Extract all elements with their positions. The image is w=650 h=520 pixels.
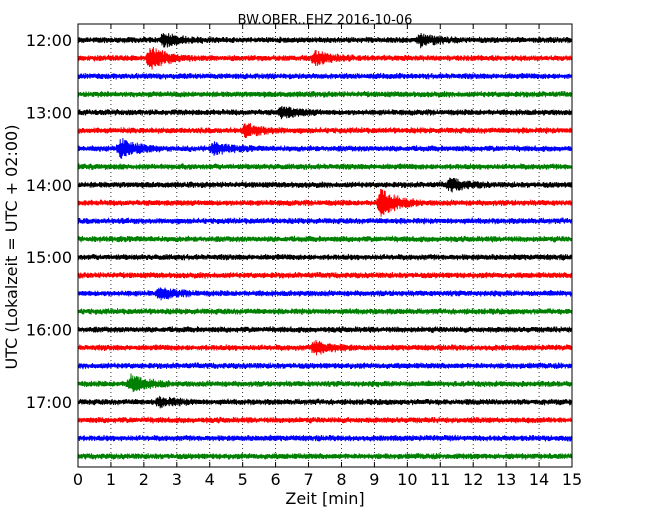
seismogram-trace xyxy=(77,308,573,315)
x-tick-label: 1 xyxy=(106,470,116,489)
seismogram-trace xyxy=(77,287,573,301)
seismogram-trace xyxy=(77,72,573,80)
plot-frame xyxy=(77,23,573,468)
seismogram-trace xyxy=(77,163,573,171)
seismogram-trace xyxy=(77,177,573,193)
x-tick-label: 6 xyxy=(271,470,281,489)
seismogram-trace xyxy=(77,90,573,98)
x-tick-label: 9 xyxy=(369,470,379,489)
x-tick-label: 10 xyxy=(397,470,417,489)
y-tick-label: 15:00 xyxy=(26,248,72,267)
x-axis-label: Zeit [min] xyxy=(285,489,364,508)
seismogram-trace xyxy=(77,271,573,279)
x-tick-label: 12 xyxy=(463,470,483,489)
x-tick-label: 0 xyxy=(73,470,83,489)
x-tick-label: 7 xyxy=(303,470,313,489)
y-tick-label: 14:00 xyxy=(26,176,72,195)
seismogram-trace xyxy=(77,362,573,370)
seismogram-traces xyxy=(77,32,573,460)
x-tick-label: 5 xyxy=(238,470,248,489)
seismogram-trace xyxy=(77,188,573,217)
seismogram-trace xyxy=(77,416,573,424)
y-tick-label: 13:00 xyxy=(26,103,72,122)
seismogram-trace xyxy=(77,453,573,460)
y-axis-label: UTC (Lokalzeit = UTC + 02:00) xyxy=(2,125,21,370)
seismogram-trace xyxy=(77,46,573,70)
axis-ticks: 0 1 2 3 4 5 6 7 8 9 10 11 12 13 14 1512:0013:0014:0015:… xyxy=(26,24,582,489)
x-tick-label: 13 xyxy=(496,470,516,489)
x-tick-label: 11 xyxy=(430,470,450,489)
x-tick-label: 15 xyxy=(562,470,582,489)
seismogram-trace xyxy=(77,373,573,393)
seismogram-trace xyxy=(77,105,573,120)
seismogram-trace xyxy=(77,434,573,442)
x-tick-label: 14 xyxy=(529,470,549,489)
seismogram-trace xyxy=(77,253,573,261)
y-tick-label: 16:00 xyxy=(26,321,72,340)
chart-title: BW.OBER..EHZ 2016-10-06 xyxy=(238,13,413,28)
x-tick-label: 4 xyxy=(205,470,215,489)
y-tick-label: 17:00 xyxy=(26,393,72,412)
seismogram-trace xyxy=(77,123,573,139)
seismogram-trace xyxy=(77,32,573,49)
seismogram-trace xyxy=(77,326,573,334)
seismogram-trace xyxy=(77,235,573,243)
seismogram-trace xyxy=(77,137,573,159)
seismogram-trace xyxy=(77,395,573,409)
x-tick-label: 8 xyxy=(336,470,346,489)
x-tick-label: 2 xyxy=(139,470,149,489)
seismogram-trace xyxy=(77,339,573,356)
x-tick-label: 3 xyxy=(172,470,182,489)
y-tick-label: 12:00 xyxy=(26,31,72,50)
seismogram-trace xyxy=(77,217,573,225)
